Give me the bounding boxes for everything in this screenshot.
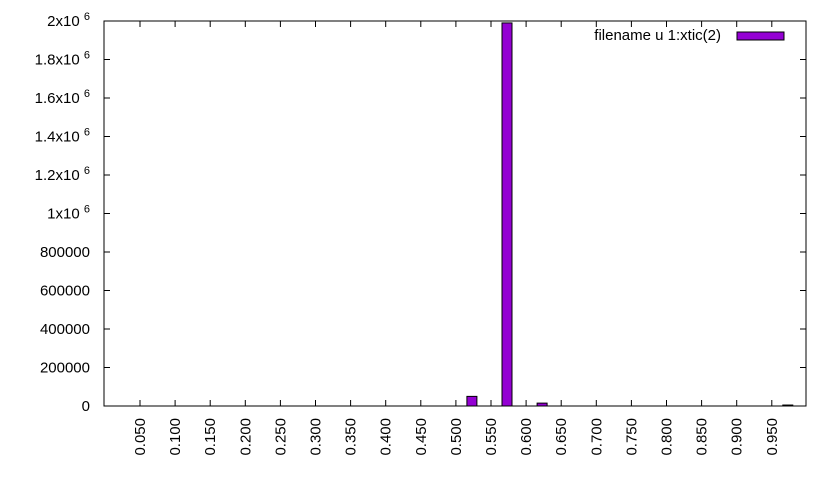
x-tick-label: 0.800 [659, 418, 676, 456]
y-tick-label: 1x10 6 [47, 204, 90, 223]
x-tick-label: 0.900 [729, 418, 746, 456]
bar [536, 402, 548, 407]
x-tick-label: 0.300 [308, 418, 325, 456]
x-tick-label: 0.750 [623, 418, 640, 456]
y-tick-label: 2x10 6 [47, 11, 90, 30]
x-tick-label: 0.950 [764, 418, 781, 456]
y-tick-label: 1.4x10 6 [35, 127, 90, 146]
legend-label: filename u 1:xtic(2) [594, 27, 721, 44]
x-tick-label: 0.200 [237, 418, 254, 456]
y-tick-label: 800000 [40, 244, 90, 261]
x-tick-label: 0.550 [483, 418, 500, 456]
x-axis: 0.050 0.100 0.150 0.200 0.250 0.300 0.350 0.400… [132, 21, 781, 456]
bar [501, 22, 513, 407]
x-tick-label: 0.600 [518, 418, 535, 456]
bar [466, 395, 478, 407]
x-tick-label: 0.350 [343, 418, 360, 456]
x-tick-label: 0.150 [202, 418, 219, 456]
plot-border [103, 20, 807, 407]
x-tick-label: 0.450 [413, 418, 430, 456]
x-tick-label: 0.850 [694, 418, 711, 456]
y-tick-label: 0 [82, 398, 90, 415]
legend: filename u 1:xtic(2) [594, 27, 785, 44]
y-tick-label: 1.8x10 6 [35, 50, 90, 69]
y-tick-label: 400000 [40, 321, 90, 338]
y-tick-label: 600000 [40, 283, 90, 300]
bars [466, 22, 794, 407]
plot-frame [103, 20, 807, 407]
bar [782, 404, 794, 407]
y-tick-label: 1.2x10 6 [35, 165, 90, 184]
y-axis: 0 200000 400000 600000 800000 1x10 6 1.2x10 6 1… [35, 11, 806, 415]
x-tick-label: 0.100 [167, 418, 184, 456]
y-tick-label: 200000 [40, 360, 90, 377]
legend-swatch [736, 31, 785, 41]
x-tick-label: 0.050 [132, 418, 149, 456]
y-tick-label: 1.6x10 6 [35, 88, 90, 107]
x-tick-label: 0.250 [272, 418, 289, 456]
x-tick-label: 0.700 [588, 418, 605, 456]
x-tick-label: 0.650 [553, 418, 570, 456]
x-tick-label: 0.400 [378, 418, 395, 456]
x-tick-label: 0.500 [448, 418, 465, 456]
